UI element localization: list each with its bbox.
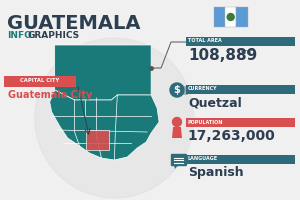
Polygon shape <box>86 130 110 150</box>
FancyBboxPatch shape <box>186 37 295 46</box>
Text: Spanish: Spanish <box>188 166 244 179</box>
Text: GRAPHICS: GRAPHICS <box>28 31 80 40</box>
Circle shape <box>170 83 184 97</box>
Circle shape <box>35 38 194 198</box>
Text: 108,889: 108,889 <box>188 48 257 63</box>
FancyBboxPatch shape <box>181 86 188 95</box>
Polygon shape <box>50 90 159 160</box>
Text: INFO: INFO <box>7 31 32 40</box>
FancyBboxPatch shape <box>186 85 295 94</box>
Text: POPULATION: POPULATION <box>188 119 224 124</box>
Polygon shape <box>172 127 182 138</box>
Polygon shape <box>55 45 151 100</box>
Text: $: $ <box>174 85 180 95</box>
Text: 17,263,000: 17,263,000 <box>188 129 276 143</box>
FancyBboxPatch shape <box>214 7 225 27</box>
FancyBboxPatch shape <box>171 154 187 166</box>
Text: Quetzal: Quetzal <box>188 96 242 109</box>
Text: CAPITAL CITY: CAPITAL CITY <box>20 77 59 82</box>
FancyBboxPatch shape <box>186 118 295 127</box>
Circle shape <box>172 117 182 127</box>
FancyBboxPatch shape <box>236 7 247 27</box>
Text: Guatemala City: Guatemala City <box>8 90 92 100</box>
FancyBboxPatch shape <box>186 155 295 164</box>
FancyBboxPatch shape <box>4 76 76 87</box>
Text: TOTAL AREA: TOTAL AREA <box>188 38 222 44</box>
Text: LANGUAGE: LANGUAGE <box>188 156 218 162</box>
FancyBboxPatch shape <box>225 7 236 27</box>
Text: CURRENCY: CURRENCY <box>188 86 218 92</box>
Text: GUATEMALA: GUATEMALA <box>7 14 140 33</box>
Text: km²: km² <box>241 49 254 55</box>
Polygon shape <box>174 165 178 169</box>
Circle shape <box>227 14 234 21</box>
